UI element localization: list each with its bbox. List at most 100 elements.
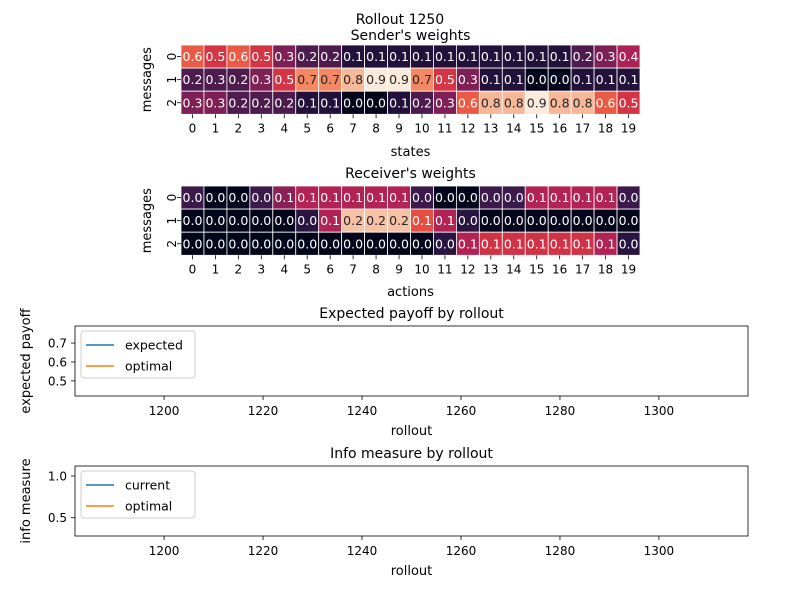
heatmap-cell-label: 0.1 <box>550 49 570 64</box>
x-axis-label: rollout <box>391 564 433 579</box>
x-tick-label: 7 <box>349 121 357 135</box>
heatmap-cell-label: 0.0 <box>481 213 501 228</box>
heatmap-cell-label: 0.3 <box>458 72 478 87</box>
x-tick-label: 1220 <box>248 404 279 418</box>
y-tick-label: 2 <box>165 240 179 248</box>
heatmap-cell-label: 0.0 <box>297 213 317 228</box>
heatmap-cell-label: 0.2 <box>297 49 317 64</box>
heatmap-cell-label: 0.1 <box>320 95 340 110</box>
y-tick-label: 1.0 <box>48 470 67 484</box>
heatmap-cell-label: 0.1 <box>504 49 524 64</box>
x-tick-label: 1280 <box>545 404 576 418</box>
x-tick-label: 9 <box>395 262 403 276</box>
legend-entry: optimal <box>125 499 172 514</box>
x-tick-label: 1300 <box>644 544 675 558</box>
heatmap-cell-label: 0.6 <box>596 95 616 110</box>
heatmap-cell-label: 0.1 <box>596 236 616 251</box>
panel-title: Expected payoff by rollout <box>319 306 504 322</box>
x-tick-label: 10 <box>414 121 429 135</box>
heatmap-cell-label: 0.0 <box>183 236 203 251</box>
x-tick-label: 6 <box>326 121 334 135</box>
heatmap-cell-label: 0.8 <box>550 95 570 110</box>
x-tick-label: 13 <box>483 262 498 276</box>
x-tick-label: 1240 <box>347 404 378 418</box>
heatmap-cell-label: 0.1 <box>596 190 616 205</box>
x-tick-label: 9 <box>395 121 403 135</box>
heatmap-cell-label: 0.5 <box>251 49 271 64</box>
heatmap-cell-label: 0.9 <box>389 72 409 87</box>
x-tick-label: 5 <box>303 262 311 276</box>
heatmap-cell-label: 0.2 <box>343 213 363 228</box>
x-tick-label: 14 <box>506 121 521 135</box>
x-tick-label: 1300 <box>644 404 675 418</box>
heatmap-cell-label: 0.1 <box>343 49 363 64</box>
x-tick-label: 1260 <box>446 544 477 558</box>
heatmap-cell-label: 0.9 <box>527 95 547 110</box>
heatmap-cell-label: 0.1 <box>527 49 547 64</box>
heatmap-cell-label: 0.1 <box>481 72 501 87</box>
heatmap-cell-label: 0.0 <box>619 236 639 251</box>
heatmap-cell-label: 0.1 <box>435 213 455 228</box>
x-tick-label: 1 <box>212 121 220 135</box>
legend: current optimal <box>80 470 196 519</box>
heatmap-cell-label: 0.0 <box>205 190 225 205</box>
heatmap-cell-label: 0.3 <box>251 72 271 87</box>
heatmap-cell-label: 0.2 <box>228 95 248 110</box>
heatmap-cell-label: 0.1 <box>297 190 317 205</box>
heatmap-cell-label: 0.5 <box>274 72 294 87</box>
heatmap-cell-label: 0.1 <box>274 190 294 205</box>
heatmap-cell-label: 0.1 <box>389 95 409 110</box>
y-axis-label: messages <box>140 47 155 112</box>
heatmap-cell-label: 0.0 <box>435 236 455 251</box>
x-tick-label: 7 <box>349 262 357 276</box>
figure-suptitle: Rollout 1250 <box>356 12 444 28</box>
heatmap-cell-label: 0.0 <box>550 72 570 87</box>
legend-entry: optimal <box>125 359 172 374</box>
heatmap-cell-label: 0.0 <box>228 213 248 228</box>
heatmap-cell-label: 0.3 <box>205 72 225 87</box>
heatmap-cell-label: 0.3 <box>596 49 616 64</box>
x-tick-label: 1200 <box>149 544 180 558</box>
heatmap-cell-label: 0.7 <box>320 72 340 87</box>
x-tick-label: 6 <box>326 262 334 276</box>
x-tick-label: 3 <box>258 121 266 135</box>
heatmap-cell-label: 0.0 <box>366 95 386 110</box>
heatmap-cell-label: 0.2 <box>183 72 203 87</box>
heatmap-cell-label: 0.2 <box>228 72 248 87</box>
x-tick-label: 1200 <box>149 404 180 418</box>
x-tick-label: 12 <box>460 262 475 276</box>
heatmap-cell-label: 0.7 <box>297 72 317 87</box>
heatmap-cell-label: 0.0 <box>435 190 455 205</box>
heatmap-cell-label: 0.0 <box>527 72 547 87</box>
heatmap-cell-label: 0.0 <box>619 213 639 228</box>
line-panel-info-measure: Info measure by rollout 1200 1220 1240 1260 1… <box>19 446 749 579</box>
heatmap-cell-label: 0.0 <box>205 236 225 251</box>
plot-frame <box>74 325 749 397</box>
heatmap-cell-label: 0.0 <box>527 213 547 228</box>
heatmap-cell-label: 0.0 <box>619 190 639 205</box>
heatmap-cell-label: 0.0 <box>481 190 501 205</box>
heatmap-cell-label: 0.1 <box>320 190 340 205</box>
heatmap-cell-label: 0.0 <box>504 190 524 205</box>
heatmap-cell-label: 0.8 <box>481 95 501 110</box>
x-tick-label: 1260 <box>446 404 477 418</box>
heatmap-cell-label: 0.1 <box>619 72 639 87</box>
x-tick-label: 0 <box>189 121 197 135</box>
heatmap-cell-label: 0.1 <box>504 72 524 87</box>
x-tick-label: 5 <box>303 121 311 135</box>
heatmap-cell-label: 0.0 <box>412 236 432 251</box>
x-tick-label: 8 <box>372 262 380 276</box>
x-tick-label: 11 <box>437 121 452 135</box>
heatmap-cell-label: 0.0 <box>366 236 386 251</box>
heatmap-cell-label: 0.1 <box>458 49 478 64</box>
heatmap-cell-label: 0.7 <box>412 72 432 87</box>
x-tick-label: 13 <box>483 121 498 135</box>
heatmap-cell-label: 0.0 <box>320 236 340 251</box>
x-tick-label: 8 <box>372 121 380 135</box>
y-tick-label: 2 <box>165 99 179 107</box>
heatmap-cell-label: 0.0 <box>504 213 524 228</box>
line-panel-expected-payoff: Expected payoff by rollout 1200 1220 1240 12… <box>19 306 749 439</box>
heatmap-cell-label: 0.1 <box>573 72 593 87</box>
